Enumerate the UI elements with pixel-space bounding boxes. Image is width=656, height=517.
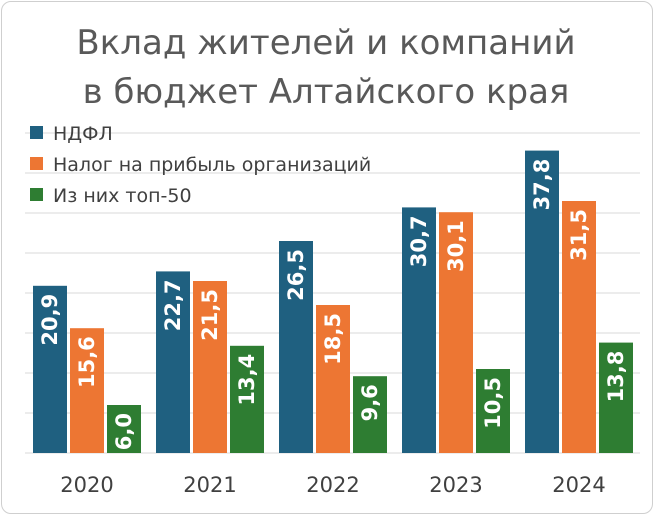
bar-profit-tax-2024 [562, 201, 596, 453]
data-label-ndfl-2020: 20,9 [38, 294, 62, 346]
x-tick-label-2020: 2020 [60, 473, 113, 497]
bar-top50-2024 [599, 342, 633, 453]
legend: НДФЛ Налог на прибыль организаций Из них… [30, 123, 371, 207]
data-labels: 20,9 15,6 6,0 22,7 21,5 13,4 26,5 18,5 9,6 30,7 30… [38, 159, 628, 451]
bar-ndfl-2024 [525, 150, 559, 453]
legend-label-top50: Из них топ-50 [53, 185, 192, 207]
bar-ndfl-2022 [279, 241, 313, 453]
data-label-ndfl-2021: 22,7 [161, 279, 185, 331]
x-tick-label-2021: 2021 [183, 473, 236, 497]
bar-top50-2020 [107, 405, 141, 453]
chart-title-line-2: в бюджет Алтайского края [83, 72, 570, 112]
data-label-ndfl-2022: 26,5 [284, 249, 308, 301]
x-tick-label-2024: 2024 [552, 473, 605, 497]
data-label-profit-tax-2022: 18,5 [321, 313, 345, 365]
x-axis-tick-labels: 2020 2021 2022 2023 2024 [60, 473, 605, 497]
data-label-profit-tax-2020: 15,6 [75, 336, 99, 388]
bar-ndfl-2023 [402, 207, 436, 453]
bars [33, 150, 633, 453]
bar-top50-2022 [353, 376, 387, 453]
x-tick-label-2023: 2023 [429, 473, 482, 497]
data-label-profit-tax-2023: 30,1 [444, 220, 468, 272]
data-label-ndfl-2024: 37,8 [530, 159, 554, 211]
bar-profit-tax-2021 [193, 281, 227, 453]
data-label-top50-2020: 6,0 [112, 413, 136, 450]
bar-profit-tax-2023 [439, 212, 473, 453]
bar-top50-2023 [476, 369, 510, 453]
data-label-top50-2023: 10,5 [481, 377, 505, 429]
data-label-profit-tax-2021: 21,5 [198, 289, 222, 341]
legend-swatch-top50 [30, 188, 43, 201]
legend-swatch-profit-tax [30, 157, 43, 170]
data-label-top50-2024: 13,8 [604, 351, 628, 403]
legend-label-ndfl: НДФЛ [53, 123, 113, 145]
bar-profit-tax-2022 [316, 305, 350, 453]
data-label-top50-2022: 9,6 [358, 384, 382, 421]
x-tick-label-2022: 2022 [306, 473, 359, 497]
data-label-profit-tax-2024: 31,5 [567, 209, 591, 261]
chart-title-line-1: Вклад жителей и компаний [76, 23, 575, 63]
bar-top50-2021 [230, 345, 264, 453]
legend-label-profit-tax: Налог на прибыль организаций [53, 154, 371, 176]
data-label-top50-2021: 13,4 [235, 354, 259, 406]
bar-ndfl-2021 [156, 271, 190, 453]
data-label-ndfl-2023: 30,7 [407, 215, 431, 267]
bar-profit-tax-2020 [70, 328, 104, 453]
legend-swatch-ndfl [30, 126, 43, 139]
bar-ndfl-2020 [33, 285, 67, 453]
